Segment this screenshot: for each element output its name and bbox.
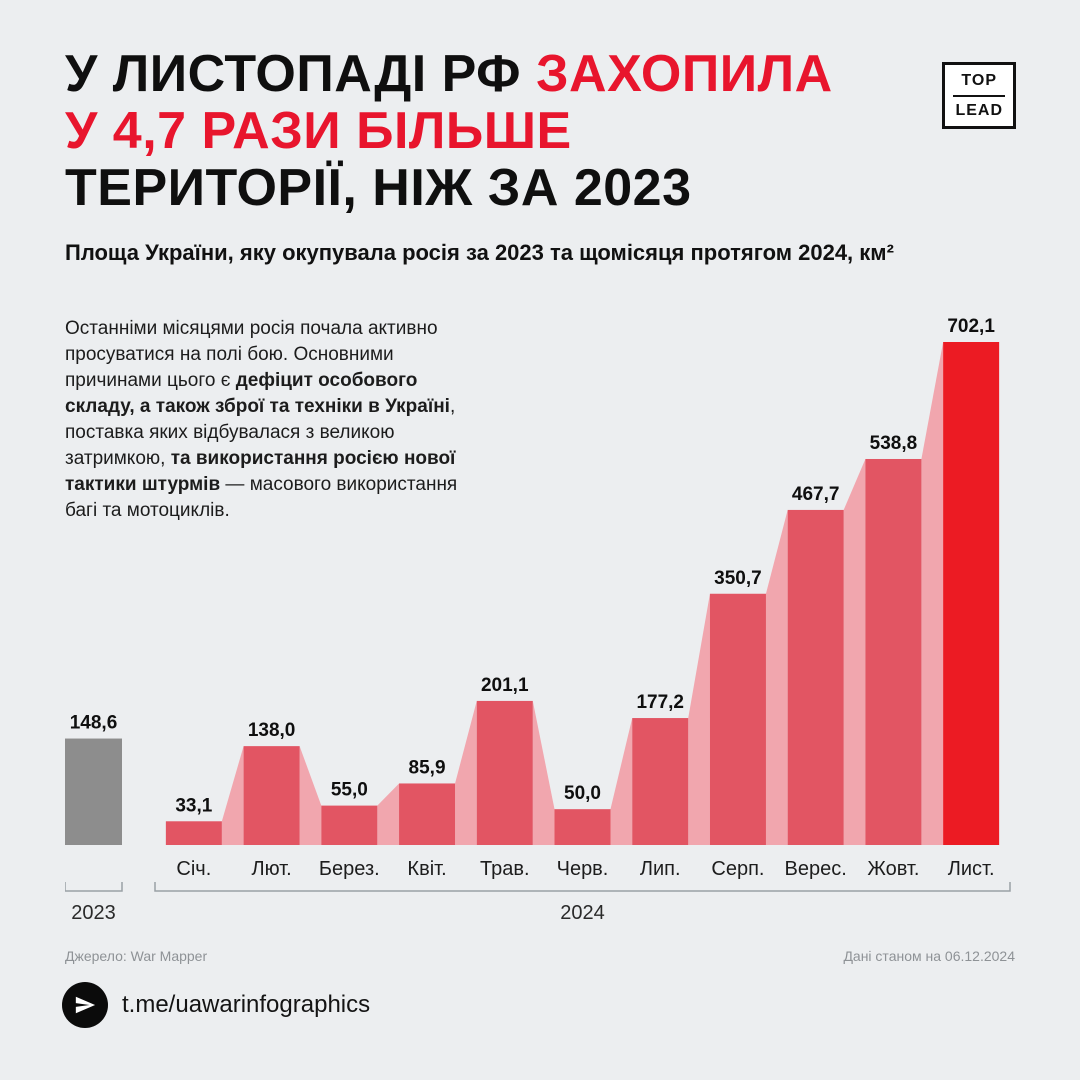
connector-area [299, 746, 322, 845]
connector-area [377, 783, 400, 845]
month-label: Лист. [948, 858, 995, 880]
bracket-2024 [154, 882, 1011, 892]
bar-Берез. [321, 805, 378, 845]
connector-area [765, 509, 788, 845]
bar-Квіт. [399, 783, 456, 845]
bar-Січ. [165, 821, 222, 845]
logo-top-text: TOP [953, 70, 1005, 97]
month-label: Верес. [785, 858, 847, 880]
chart-subtitle: Площа України, яку окупувала росія за 20… [65, 240, 894, 265]
title-part-1: У ЛИСТОПАДІ РФ [65, 45, 536, 103]
data-date-label: Дані станом на 06.12.2024 [843, 948, 1015, 964]
lede-segment: — масового використання багі та мотоцикл… [65, 474, 458, 522]
lede-segment: , поставка яких відбувалася з великою за… [65, 396, 456, 470]
source-row: Джерело: War Mapper Дані станом на 06.12… [65, 948, 1015, 964]
lede-segment: Останніми місяцями росія почала активно … [65, 318, 438, 392]
bar-Черв. [554, 809, 611, 845]
connector-area [532, 700, 555, 845]
title-line-3: ТЕРИТОРІЇ, НІЖ ЗА 2023 [65, 159, 692, 218]
value-label: 55,0 [331, 780, 368, 801]
title-part-2: ЗАХОПИЛА [535, 45, 833, 103]
connector-area [688, 593, 710, 845]
connector-area [221, 746, 244, 845]
month-label: Лют. [251, 858, 291, 880]
value-label: 538,8 [870, 433, 918, 454]
title-line-2: У 4,7 РАЗИ БІЛЬШЕ [65, 102, 572, 161]
value-label: 467,7 [792, 484, 840, 505]
value-label: 350,7 [714, 568, 762, 589]
connector-area [455, 700, 477, 845]
connector-area [843, 458, 866, 845]
month-label: Черв. [557, 858, 609, 880]
month-label: Берез. [319, 858, 380, 880]
value-label: 33,1 [175, 795, 212, 816]
connector-area [921, 342, 944, 845]
page-title: У ЛИСТОПАДІ РФ ЗАХОПИЛА У 4,7 РАЗИ БІЛЬШ… [65, 45, 833, 218]
telegram-icon [62, 982, 108, 1028]
occupation-bar-chart: 148,6 33,1 Січ. 138,0 Лют. 55,0 Берез. 85,9 Квіт… [65, 316, 1011, 924]
year-label-2024: 2024 [560, 902, 605, 924]
telegram-handle-link[interactable]: t.me/uawarinfographics [122, 991, 371, 1018]
logo-bottom-text: LEAD [955, 101, 1003, 119]
month-label: Лип. [640, 858, 681, 880]
bar-Верес. [787, 509, 844, 845]
month-label: Квіт. [407, 858, 446, 880]
bracket-2023 [65, 882, 123, 892]
month-label: Трав. [480, 858, 530, 880]
year-label-2023: 2023 [71, 902, 116, 924]
paper-plane-icon [75, 996, 96, 1014]
bar-2023-total [65, 738, 122, 845]
bar-Трав. [476, 700, 533, 845]
month-label: Жовт. [867, 858, 919, 880]
footer: t.me/uawarinfographics [62, 982, 370, 1028]
chart-area: 148,6 33,1 Січ. 138,0 Лют. 55,0 Берез. 85,9 Квіт… [65, 300, 1015, 948]
value-label: 138,0 [248, 720, 296, 741]
value-label: 702,1 [947, 316, 995, 337]
value-label-2023: 148,6 [70, 713, 118, 734]
lede-bold-segment: та використання росією нової тактики шту… [65, 448, 456, 496]
bar-Лип. [632, 718, 689, 845]
lede-text: Останніми місяцями росія почала активно … [65, 316, 477, 524]
bar-Жовт. [865, 458, 922, 845]
lede-bold-segment: дефіцит особового складу, а також зброї … [65, 370, 450, 418]
value-label: 201,1 [481, 675, 529, 696]
bar-Лист. [943, 342, 1000, 845]
value-label: 85,9 [409, 757, 446, 778]
source-label: Джерело: War Mapper [65, 948, 208, 964]
value-label: 50,0 [564, 783, 601, 804]
value-label: 177,2 [636, 692, 684, 713]
connector-area [610, 718, 633, 845]
month-label: Серп. [711, 858, 764, 880]
bar-Лют. [243, 746, 300, 845]
month-label: Січ. [176, 858, 211, 880]
bar-Серп. [709, 593, 766, 845]
toplead-logo: TOP LEAD [942, 62, 1016, 130]
